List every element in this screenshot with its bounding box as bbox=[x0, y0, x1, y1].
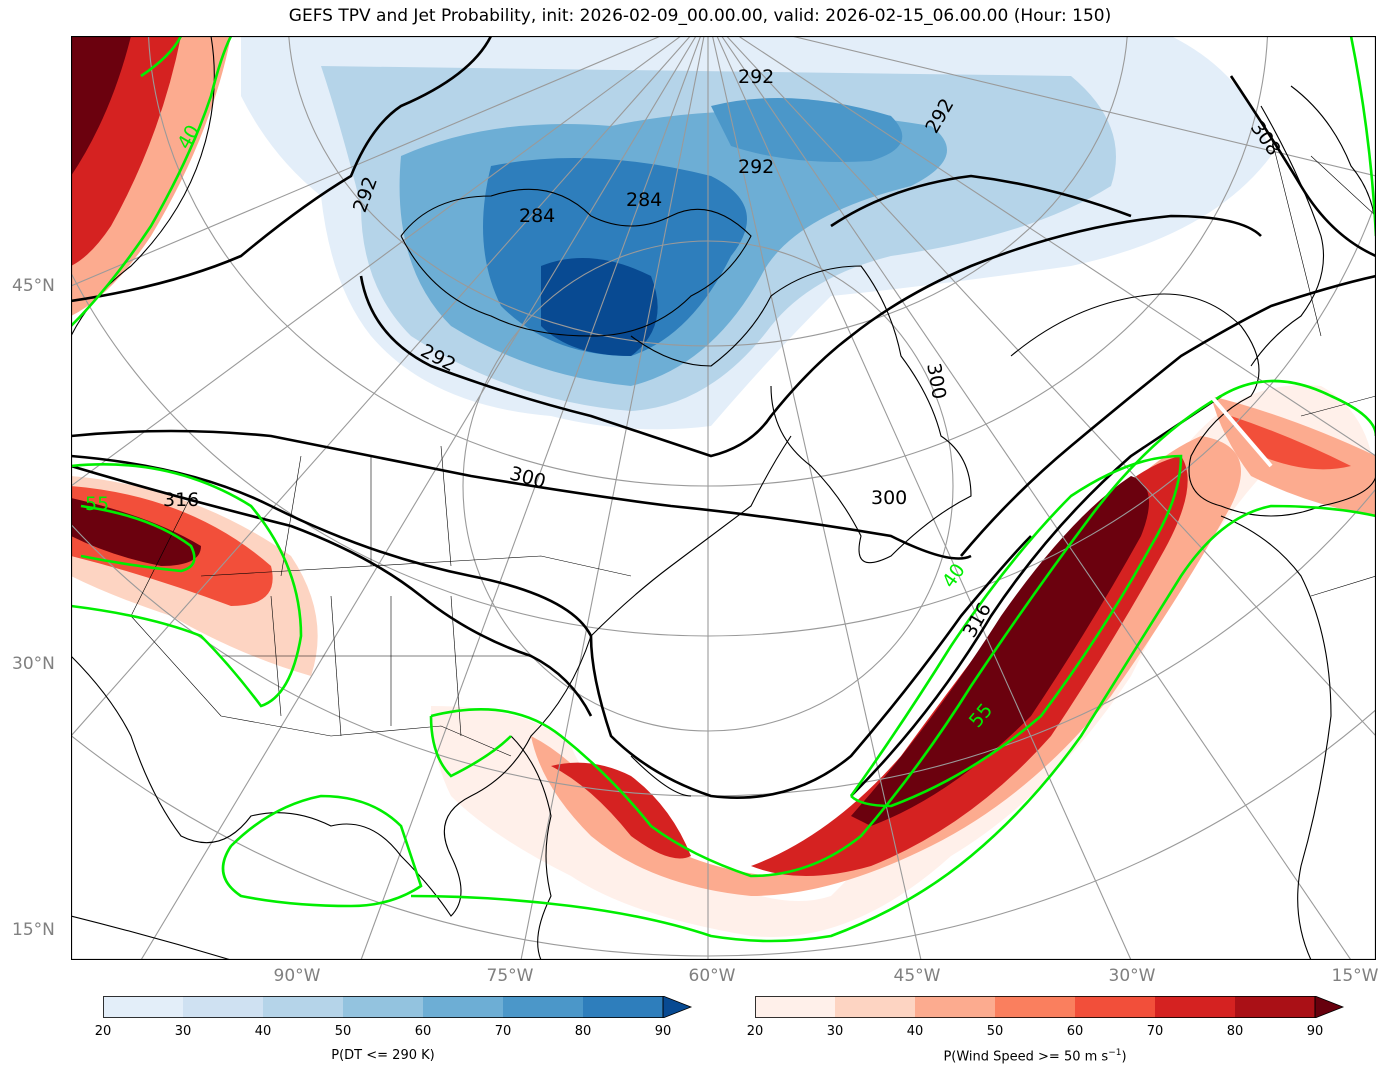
colorbar-dt-ticks: 20 30 40 50 60 70 80 90 bbox=[95, 1024, 703, 1042]
tpv-probability-shading bbox=[241, 36, 1271, 430]
colorbar-dt-tick-label: 80 bbox=[574, 1024, 592, 1039]
colorbar-wind-tick-label: 90 bbox=[1306, 1024, 1324, 1039]
lon-label: 60°W bbox=[688, 966, 736, 986]
colorbar-dt-segment bbox=[183, 996, 263, 1018]
colorbar-dt-segment bbox=[503, 996, 583, 1018]
colorbar-wind-tick-label: 30 bbox=[826, 1024, 844, 1039]
colorbar-dt bbox=[103, 996, 693, 1018]
colorbar-wind-tick-label: 20 bbox=[746, 1024, 764, 1039]
colorbar-dt-tick-label: 50 bbox=[334, 1024, 352, 1039]
colorbar-wind-extend-arrow bbox=[1314, 996, 1345, 1018]
colorbar-wind-segment bbox=[835, 996, 915, 1018]
colorbar-dt-segment bbox=[583, 996, 663, 1018]
colorbar-dt-segment bbox=[103, 996, 183, 1018]
colorbar-dt-tick-label: 30 bbox=[174, 1024, 192, 1039]
colorbar-dt-outline bbox=[103, 996, 664, 1018]
theta-label: 316 bbox=[163, 489, 199, 511]
colorbar-dt-tick-label: 90 bbox=[654, 1024, 672, 1039]
colorbar-wind-segment bbox=[995, 996, 1075, 1018]
colorbar-dt-tick-label: 70 bbox=[494, 1024, 512, 1039]
colorbar-dt-label: P(DT <= 290 K) bbox=[331, 1048, 435, 1063]
colorbar-wind-segment bbox=[1155, 996, 1235, 1018]
lat-label: 45°N bbox=[12, 276, 55, 296]
lat-label: 30°N bbox=[12, 654, 55, 674]
colorbar-wind-tick-label: 70 bbox=[1146, 1024, 1164, 1039]
colorbar-dt-tick-label: 20 bbox=[94, 1024, 112, 1039]
figure-title: GEFS TPV and Jet Probability, init: 2026… bbox=[288, 6, 1112, 26]
colorbar-wind-segment bbox=[1235, 996, 1315, 1018]
lon-label: 30°W bbox=[1108, 966, 1156, 986]
colorbar-wind-label-main: P(Wind Speed >= 50 m s bbox=[943, 1049, 1109, 1065]
colorbar-wind-tick-label: 40 bbox=[906, 1024, 924, 1039]
lon-label: 45°W bbox=[893, 966, 941, 986]
colorbar-wind-tick-label: 60 bbox=[1066, 1024, 1084, 1039]
colorbar-wind-segment bbox=[1075, 996, 1155, 1018]
colorbar-wind-tick-label: 50 bbox=[986, 1024, 1004, 1039]
jet-probability-shading bbox=[71, 36, 1376, 937]
colorbar-wind-label-end: ) bbox=[1121, 1049, 1127, 1065]
lon-label: 15°W bbox=[1331, 966, 1379, 986]
colorbar-dt-tick-label: 40 bbox=[254, 1024, 272, 1039]
theta-label: 292 bbox=[738, 66, 774, 88]
colorbar-dt-segment bbox=[343, 996, 423, 1018]
colorbar-wind-label: P(Wind Speed >= 50 m s−1) bbox=[755, 1048, 1315, 1064]
map-panel: 292 292 292 292 292 284 284 300 300 300 … bbox=[71, 36, 1376, 960]
projection-seam bbox=[1209, 394, 1273, 468]
colorbar-wind-outline bbox=[755, 996, 1316, 1018]
colorbar-wind-ticks: 20 30 40 50 60 70 80 90 bbox=[747, 1024, 1355, 1042]
colorbar-dt-tick-label: 60 bbox=[414, 1024, 432, 1039]
colorbar-dt-extend-arrow bbox=[662, 996, 693, 1018]
colorbar-wind-label-sup: −1 bbox=[1108, 1048, 1122, 1058]
colorbar-wind-segment bbox=[915, 996, 995, 1018]
theta-label: 284 bbox=[519, 205, 555, 227]
theta-label: 300 bbox=[871, 487, 907, 509]
jet-contours bbox=[71, 36, 1376, 943]
coastlines bbox=[71, 36, 1376, 960]
wind-label: 55 bbox=[85, 493, 109, 515]
colorbar-dt-segment bbox=[423, 996, 503, 1018]
lon-label: 75°W bbox=[486, 966, 534, 986]
colorbar-wind bbox=[755, 996, 1345, 1018]
colorbar-wind-segment bbox=[755, 996, 835, 1018]
theta-label: 292 bbox=[738, 156, 774, 178]
lat-label: 15°N bbox=[12, 920, 55, 940]
lon-label: 90°W bbox=[273, 966, 321, 986]
colorbar-wind-tick-label: 80 bbox=[1226, 1024, 1244, 1039]
colorbar-dt-segment bbox=[263, 996, 343, 1018]
theta-label: 284 bbox=[626, 189, 662, 211]
